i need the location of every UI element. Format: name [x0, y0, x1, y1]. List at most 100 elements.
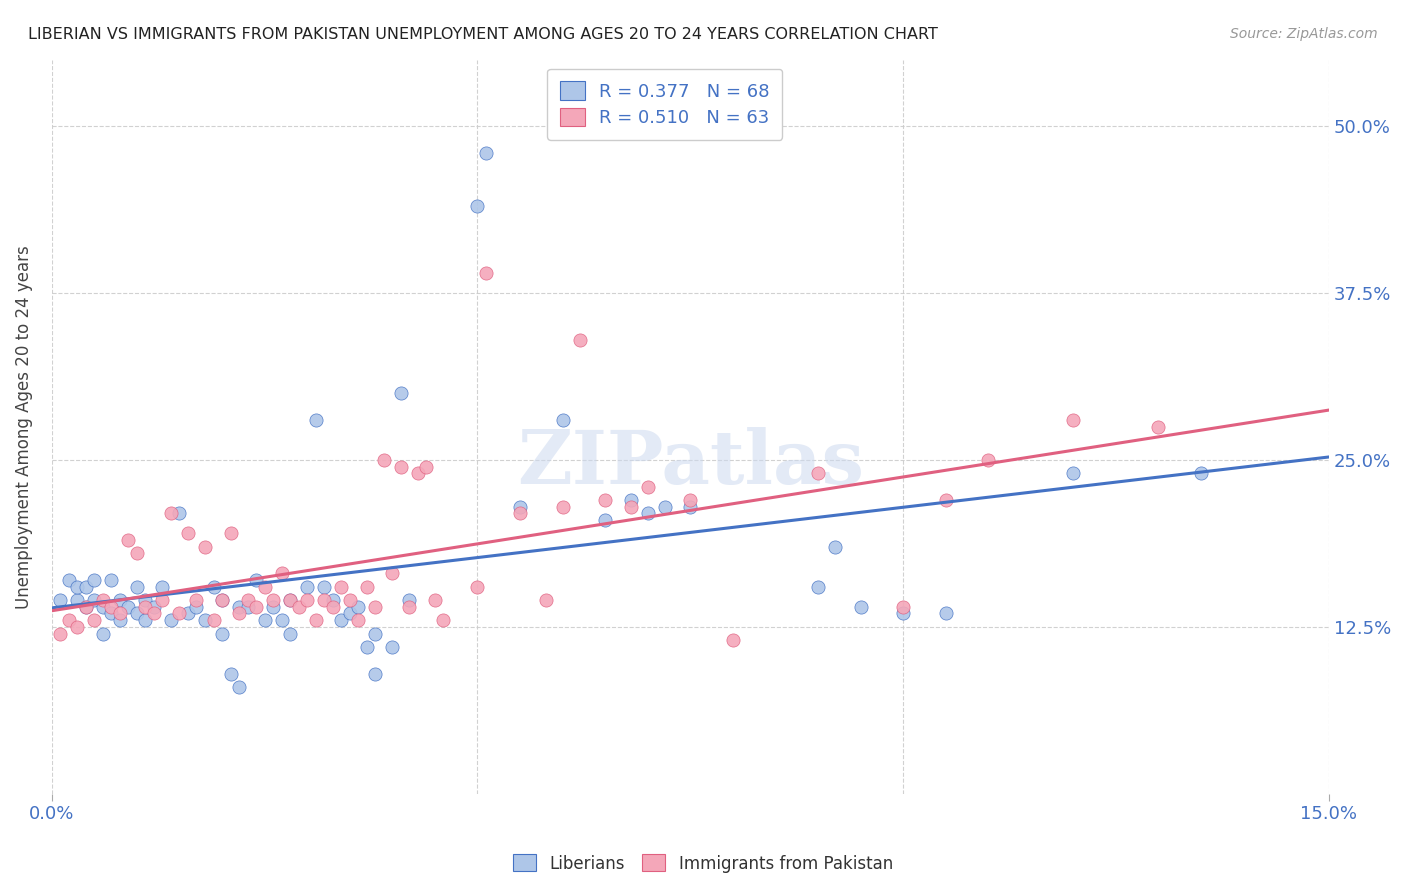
- Text: LIBERIAN VS IMMIGRANTS FROM PAKISTAN UNEMPLOYMENT AMONG AGES 20 TO 24 YEARS CORR: LIBERIAN VS IMMIGRANTS FROM PAKISTAN UNE…: [28, 27, 938, 42]
- Point: [83, 573, 105, 587]
- Point: [551, 413, 574, 427]
- Point: [637, 480, 659, 494]
- Point: [467, 580, 489, 594]
- Point: [620, 493, 643, 508]
- Point: [160, 507, 183, 521]
- Point: [169, 507, 191, 521]
- Point: [66, 620, 89, 634]
- Point: [270, 613, 292, 627]
- Point: [100, 607, 122, 621]
- Point: [134, 593, 156, 607]
- Point: [1189, 467, 1212, 481]
- Point: [202, 613, 225, 627]
- Point: [49, 626, 72, 640]
- Point: [389, 459, 412, 474]
- Point: [593, 513, 616, 527]
- Point: [125, 607, 148, 621]
- Y-axis label: Unemployment Among Ages 20 to 24 years: Unemployment Among Ages 20 to 24 years: [15, 244, 32, 608]
- Point: [228, 599, 250, 614]
- Point: [807, 580, 830, 594]
- Point: [381, 566, 404, 581]
- Point: [568, 333, 591, 347]
- Point: [66, 593, 89, 607]
- Point: [211, 593, 233, 607]
- Point: [194, 540, 217, 554]
- Point: [75, 580, 97, 594]
- Point: [620, 500, 643, 514]
- Legend: Liberians, Immigrants from Pakistan: Liberians, Immigrants from Pakistan: [506, 847, 900, 880]
- Point: [91, 593, 114, 607]
- Point: [91, 599, 114, 614]
- Point: [415, 459, 437, 474]
- Text: Source: ZipAtlas.com: Source: ZipAtlas.com: [1230, 27, 1378, 41]
- Point: [236, 599, 259, 614]
- Point: [1147, 419, 1170, 434]
- Point: [330, 613, 353, 627]
- Point: [270, 566, 292, 581]
- Point: [169, 607, 191, 621]
- Point: [935, 493, 957, 508]
- Point: [134, 599, 156, 614]
- Point: [339, 607, 361, 621]
- Point: [1062, 413, 1084, 427]
- Point: [66, 580, 89, 594]
- Point: [891, 607, 914, 621]
- Point: [91, 626, 114, 640]
- Point: [108, 593, 131, 607]
- Point: [177, 526, 200, 541]
- Point: [509, 500, 531, 514]
- Point: [891, 599, 914, 614]
- Point: [262, 599, 284, 614]
- Point: [824, 540, 846, 554]
- Point: [125, 546, 148, 560]
- Point: [202, 580, 225, 594]
- Point: [75, 599, 97, 614]
- Point: [364, 666, 387, 681]
- Point: [679, 493, 702, 508]
- Point: [134, 613, 156, 627]
- Point: [194, 613, 217, 627]
- Point: [177, 607, 200, 621]
- Point: [364, 599, 387, 614]
- Point: [637, 507, 659, 521]
- Point: [160, 613, 183, 627]
- Point: [314, 580, 336, 594]
- Point: [475, 266, 498, 280]
- Point: [228, 607, 250, 621]
- Point: [186, 593, 208, 607]
- Point: [83, 613, 105, 627]
- Point: [117, 533, 139, 547]
- Point: [152, 593, 174, 607]
- Point: [807, 467, 830, 481]
- Point: [679, 500, 702, 514]
- Point: [364, 626, 387, 640]
- Point: [228, 680, 250, 694]
- Point: [849, 599, 872, 614]
- Point: [322, 599, 344, 614]
- Point: [305, 613, 328, 627]
- Point: [83, 593, 105, 607]
- Point: [58, 573, 80, 587]
- Point: [278, 626, 301, 640]
- Point: [142, 599, 165, 614]
- Point: [152, 580, 174, 594]
- Point: [211, 593, 233, 607]
- Point: [475, 146, 498, 161]
- Point: [253, 580, 276, 594]
- Point: [58, 613, 80, 627]
- Point: [1062, 467, 1084, 481]
- Point: [245, 599, 267, 614]
- Point: [100, 573, 122, 587]
- Text: ZIPatlas: ZIPatlas: [517, 427, 863, 500]
- Point: [467, 199, 489, 213]
- Point: [314, 593, 336, 607]
- Point: [75, 599, 97, 614]
- Point: [534, 593, 557, 607]
- Point: [245, 573, 267, 587]
- Point: [935, 607, 957, 621]
- Point: [330, 580, 353, 594]
- Point: [287, 599, 309, 614]
- Point: [509, 507, 531, 521]
- Point: [356, 580, 378, 594]
- Point: [142, 607, 165, 621]
